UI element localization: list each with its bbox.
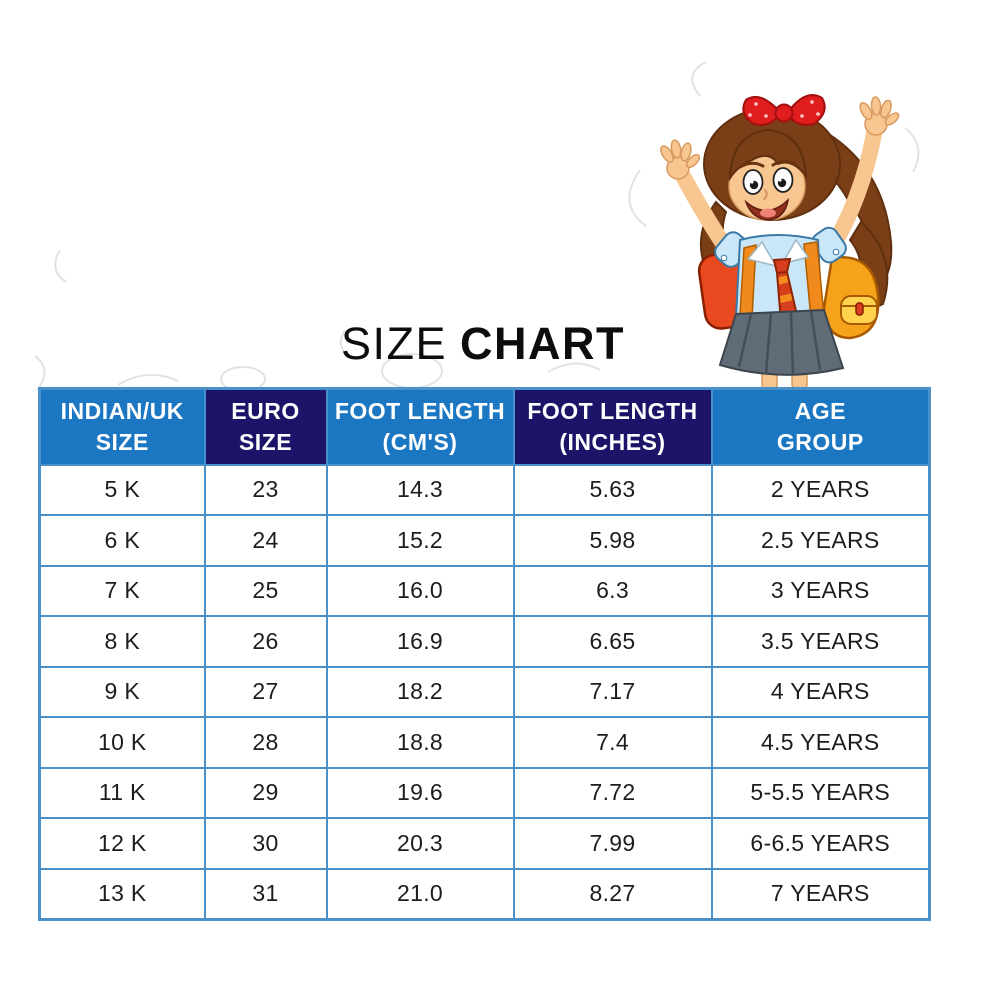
- cell-foot-length-cm: 19.6: [325, 766, 515, 819]
- girl-eyes: [738, 159, 797, 195]
- cell-indian-uk-size: 9 K: [38, 665, 206, 718]
- cell-age-group: 4.5 YEARS: [710, 716, 931, 769]
- table-header-row: INDIAN/UK SIZE EURO SIZE FOOT LENGTH (CM…: [38, 387, 931, 466]
- cell-euro-size: 26: [203, 615, 328, 668]
- cell-indian-uk-size: 12 K: [38, 817, 206, 870]
- size-chart-table: INDIAN/UK SIZE EURO SIZE FOOT LENGTH (CM…: [38, 387, 931, 921]
- cell-indian-uk-size: 10 K: [38, 716, 206, 769]
- cell-euro-size: 30: [203, 817, 328, 870]
- title-bold: CHART: [460, 318, 625, 369]
- cell-foot-length-cm: 21.0: [325, 867, 515, 921]
- cell-euro-size: 28: [203, 716, 328, 769]
- cell-foot-length-cm: 18.8: [325, 716, 515, 769]
- table-row: 6 K 24 15.2 5.98 2.5 YEARS: [38, 514, 931, 567]
- table-row: 7 K 25 16.0 6.3 3 YEARS: [38, 564, 931, 617]
- cell-age-group: 7 YEARS: [710, 867, 931, 921]
- cell-foot-length-inches: 5.98: [512, 514, 713, 567]
- girl-skirt: [718, 308, 845, 376]
- cell-indian-uk-size: 5 K: [38, 463, 206, 516]
- cell-foot-length-inches: 7.17: [512, 665, 713, 718]
- girl-bangs: [728, 128, 808, 182]
- cell-foot-length-inches: 7.99: [512, 817, 713, 870]
- girl-mouth: [744, 197, 790, 221]
- table-row: 13 K 31 21.0 8.27 7 YEARS: [38, 867, 931, 921]
- cell-foot-length-cm: 15.2: [325, 514, 515, 567]
- table-row: 9 K 27 18.2 7.17 4 YEARS: [38, 665, 931, 718]
- cell-euro-size: 27: [203, 665, 328, 718]
- cell-foot-length-inches: 5.63: [512, 463, 713, 516]
- schoolgirl-illustration: [636, 82, 948, 393]
- cell-indian-uk-size: 6 K: [38, 514, 206, 567]
- cell-euro-size: 29: [203, 766, 328, 819]
- cell-foot-length-inches: 7.4: [512, 716, 713, 769]
- cell-foot-length-inches: 6.65: [512, 615, 713, 668]
- col-header-foot-length-inches: FOOT LENGTH (INCHES): [512, 387, 713, 466]
- cell-age-group: 6-6.5 YEARS: [710, 817, 931, 870]
- col-header-indian-uk-size: INDIAN/UK SIZE: [38, 387, 206, 466]
- girl-backpack: [697, 252, 880, 340]
- cell-foot-length-cm: 14.3: [325, 463, 515, 516]
- cell-indian-uk-size: 7 K: [38, 564, 206, 617]
- cell-foot-length-inches: 7.72: [512, 766, 713, 819]
- cell-age-group: 2 YEARS: [710, 463, 931, 516]
- cell-euro-size: 31: [203, 867, 328, 921]
- cell-foot-length-inches: 8.27: [512, 867, 713, 921]
- cell-indian-uk-size: 11 K: [38, 766, 206, 819]
- girl-bow: [742, 94, 826, 126]
- cell-foot-length-cm: 16.0: [325, 564, 515, 617]
- cell-euro-size: 25: [203, 564, 328, 617]
- cell-age-group: 3.5 YEARS: [710, 615, 931, 668]
- cell-foot-length-inches: 6.3: [512, 564, 713, 617]
- title-regular: SIZE: [340, 318, 448, 369]
- cell-euro-size: 23: [203, 463, 328, 516]
- table-row: 8 K 26 16.9 6.65 3.5 YEARS: [38, 615, 931, 668]
- cell-age-group: 5-5.5 YEARS: [710, 766, 931, 819]
- table-row: 12 K 30 20.3 7.99 6-6.5 YEARS: [38, 817, 931, 870]
- cell-age-group: 3 YEARS: [710, 564, 931, 617]
- cell-age-group: 4 YEARS: [710, 665, 931, 718]
- cell-indian-uk-size: 8 K: [38, 615, 206, 668]
- col-header-foot-length-cm: FOOT LENGTH (CM'S): [325, 387, 515, 466]
- cell-foot-length-cm: 16.9: [325, 615, 515, 668]
- table-row: 10 K 28 18.8 7.4 4.5 YEARS: [38, 716, 931, 769]
- table-row: 5 K 23 14.3 5.63 2 YEARS: [38, 463, 931, 516]
- page-title: SIZE CHART: [38, 318, 928, 370]
- cell-foot-length-cm: 18.2: [325, 665, 515, 718]
- col-header-euro-size: EURO SIZE: [203, 387, 328, 466]
- cell-indian-uk-size: 13 K: [38, 867, 206, 921]
- cell-age-group: 2.5 YEARS: [710, 514, 931, 567]
- table-row: 11 K 29 19.6 7.72 5-5.5 YEARS: [38, 766, 931, 819]
- col-header-age-group: AGE GROUP: [710, 387, 931, 466]
- cell-euro-size: 24: [203, 514, 328, 567]
- cell-foot-length-cm: 20.3: [325, 817, 515, 870]
